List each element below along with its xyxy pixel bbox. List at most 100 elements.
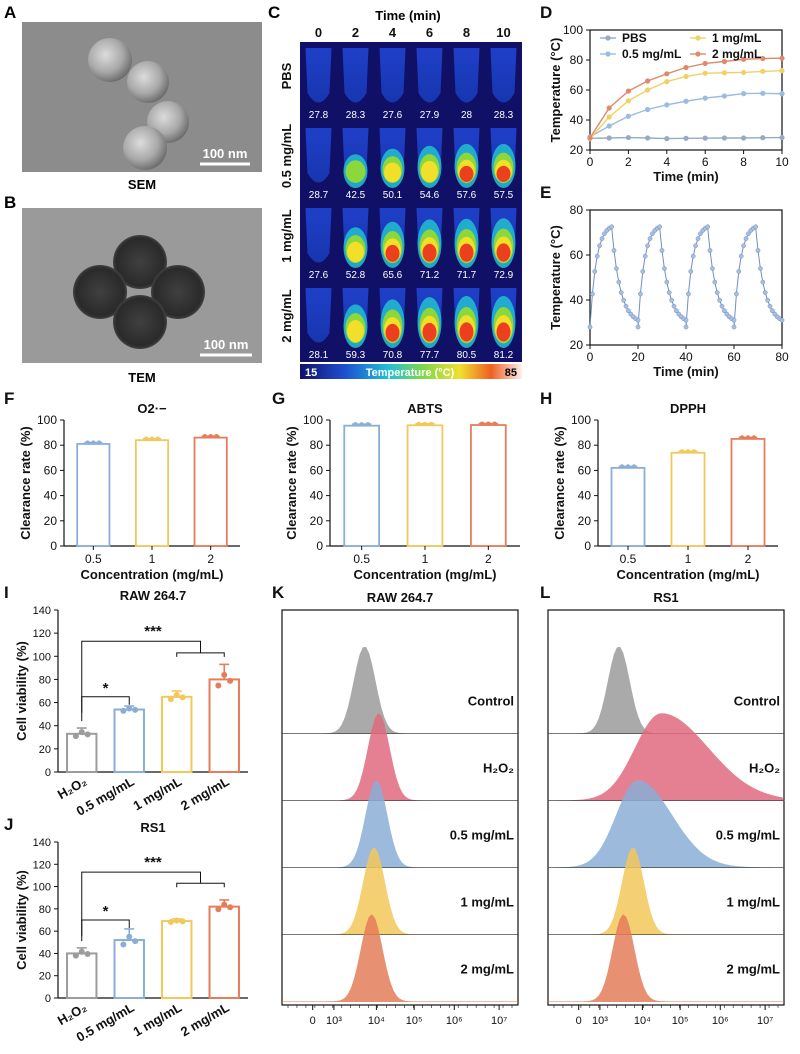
replicate-point [78,729,85,736]
temperature-scale-bar [300,364,522,379]
replicate-point [492,421,497,426]
heat-zone [496,165,511,182]
data-point [698,231,703,237]
data-point [626,308,631,314]
tube-temperature: 71.2 [420,270,440,281]
data-point [746,231,751,237]
data-point [664,71,670,77]
data-point [741,69,747,76]
replicate-point [353,422,358,427]
tube [490,48,517,103]
replicate-point [179,918,186,925]
data-point [614,266,619,271]
bar [670,451,706,547]
scale-title: Temperature (°C) [366,367,455,379]
x-tick-label: 2 mg/mL [178,774,232,814]
data-point [714,290,720,295]
y-tick-label: 100 [37,413,57,427]
replicate-point [416,421,421,426]
time-title: Time (min) [375,8,441,23]
y-tick-label: 60 [570,248,584,262]
row-label: 1 mg/mL [279,209,294,263]
data-point [736,269,742,274]
y-tick-label: 80 [578,438,592,452]
replicate-point [97,440,102,445]
data-point [645,243,650,249]
replicate-point [173,692,180,699]
data-point [765,297,770,303]
replicate-point [429,421,434,426]
data-point [683,317,689,323]
y-axis-label: Clearance rate (%) [284,426,299,539]
data-point [645,78,651,84]
y-tick-label: 80 [310,438,324,452]
replicate-point [215,906,222,913]
bar [66,952,98,1000]
data-point [702,70,708,76]
bar [208,678,240,774]
bar [113,939,145,999]
tube [305,288,332,343]
replicate-point [679,449,685,454]
y-tick-label: 20 [39,744,51,756]
y-tick-label: 100 [33,651,51,663]
row-label: PBS [279,62,294,89]
data-point [599,236,605,241]
bar [406,424,444,547]
x-tick-label: 80 [775,350,789,364]
x-tick-label: 20 [631,350,645,364]
bar [161,920,193,999]
replicate-point [625,464,631,469]
data-point [587,324,593,330]
scale-label: 100 nm [204,337,249,352]
data-point [758,266,763,271]
replicate-point [479,421,485,426]
condition-label: 0.5 mg/mL [450,828,514,843]
tube-temperature: 72.9 [494,270,514,281]
data-point [721,135,728,141]
tube-temperature: 70.8 [383,350,403,361]
y-tick-label: 0 [316,539,323,553]
scale-label: 100 nm [203,146,248,161]
tube-temperature: 28.7 [309,190,329,201]
data-point [645,106,651,113]
tube-temperature: 57.6 [457,190,477,201]
x-tick-label: 6 [702,155,709,169]
tube-temperature: 65.6 [383,270,403,281]
y-tick-label: 60 [570,83,584,97]
tube-temperature: 57.5 [494,190,514,201]
scale-max: 85 [505,367,517,379]
legend-label: 2 mg/mL [712,47,761,61]
time-label: 4 [389,25,397,40]
data-point [645,87,651,93]
data-point [741,91,747,97]
data-point [779,134,785,141]
heat-zone [421,160,438,183]
replicate-point [78,948,85,955]
data-point [690,253,696,259]
replicate-point [120,707,127,714]
time-labels: 0 2 4 6 8 10 [315,25,511,40]
x-tick-label: 1 mg/mL [130,1000,184,1040]
replicate-point [227,904,234,911]
histogram [282,914,518,1002]
replicate-point [739,435,745,440]
significance-mark: * [103,903,109,920]
y-tick-label: 100 [303,413,323,427]
time-label: 10 [496,25,510,40]
y-tick-label: 120 [33,859,51,871]
x-tick-label: 10³ [592,1015,608,1027]
tube [453,48,480,103]
y-tick-label: 20 [44,514,58,528]
y-axis-label: Clearance rate (%) [18,426,33,539]
x-tick-label: 8 [740,155,747,169]
tube-temperature: 42.5 [346,190,366,201]
x-tick-label: 4 [663,155,670,169]
y-tick-label: 20 [578,514,592,528]
data-point [710,266,715,271]
tube-temperature: 50.1 [383,190,403,201]
